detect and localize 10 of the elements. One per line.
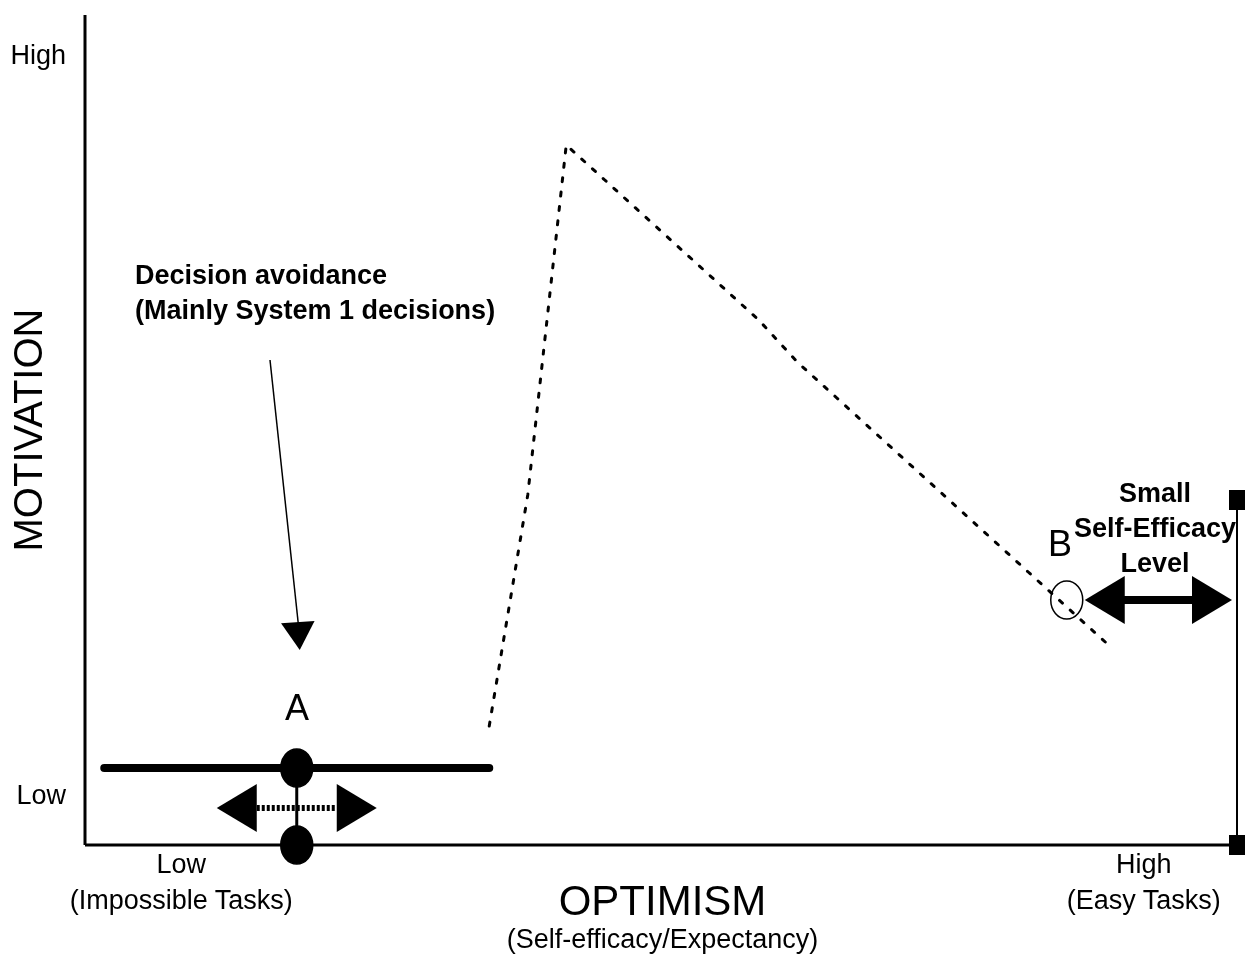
annotation: B <box>1047 523 1072 564</box>
x-axis-title: OPTIMISM (Self-efficacy/Expectancy) <box>506 877 819 954</box>
annotation: Small Self-Efficacy Level <box>1073 478 1237 579</box>
x-tick-label: Low (Impossible Tasks) <box>69 849 293 915</box>
x-tick-label: High (Easy Tasks) <box>1066 849 1221 915</box>
text: Low <box>16 780 67 810</box>
annotation: Decision avoidance (Mainly System 1 decisions) <box>135 260 496 326</box>
text: High <box>10 40 66 70</box>
y-axis-title: MOTIVATION <box>6 308 50 552</box>
annotation: A <box>284 687 310 728</box>
